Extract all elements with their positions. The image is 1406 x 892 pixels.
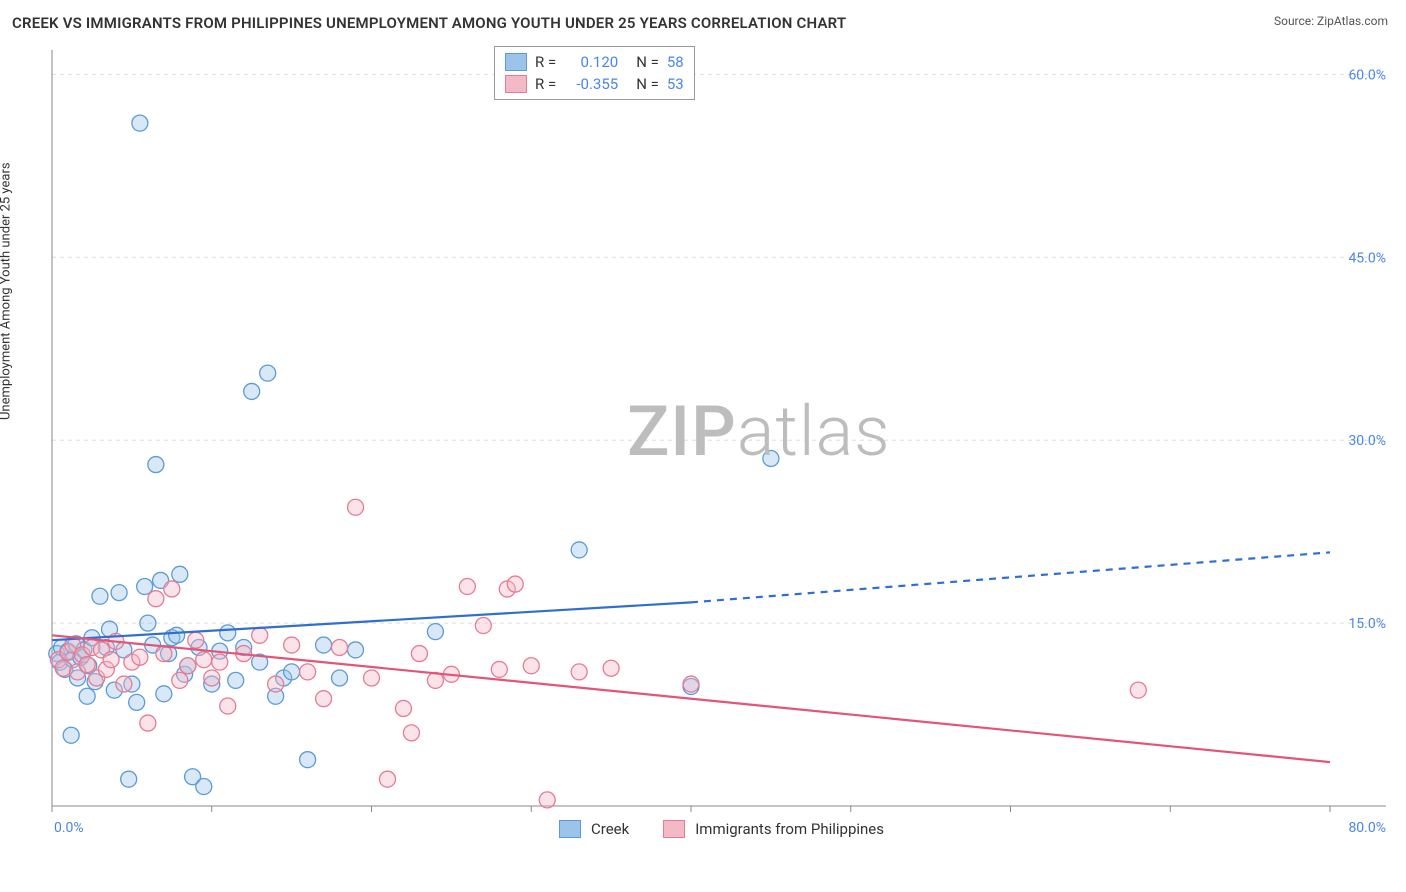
svg-text:0.0%: 0.0%: [54, 820, 84, 836]
legend-r-label: R =: [535, 75, 556, 93]
y-axis-label: Unemployment Among Youth under 25 years: [0, 162, 14, 420]
legend-r-value: -0.355: [564, 75, 618, 93]
legend-swatch: [559, 820, 581, 838]
legend-row: R = 0.120 N = 58: [505, 51, 684, 73]
svg-text:45.0%: 45.0%: [1348, 250, 1386, 266]
chart-canvas: 15.0% 30.0% 45.0% 60.0% 0.0% 80.0%: [44, 44, 1390, 844]
legend-n-label: N =: [636, 53, 659, 71]
source-label: Source: ZipAtlas.com: [1274, 14, 1388, 28]
series-legend: Creek Immigrants from Philippines: [559, 820, 908, 838]
legend-n-value: 53: [667, 75, 684, 93]
svg-text:80.0%: 80.0%: [1348, 820, 1386, 836]
legend-swatch: [505, 53, 527, 71]
svg-text:30.0%: 30.0%: [1348, 433, 1386, 449]
svg-text:15.0%: 15.0%: [1348, 616, 1386, 632]
correlation-legend: R = 0.120 N = 58 R = -0.355 N = 53: [494, 46, 695, 100]
legend-series-label: Creek: [591, 820, 629, 838]
legend-r-value: 0.120: [564, 53, 618, 71]
legend-swatch: [663, 820, 685, 838]
chart-title: CREEK VS IMMIGRANTS FROM PHILIPPINES UNE…: [12, 14, 846, 32]
legend-n-label: N =: [636, 75, 659, 93]
plot-area: 15.0%30.0%45.0%60.0%0.0%80.0% ZIPatlas R…: [44, 44, 1390, 844]
legend-row: R = -0.355 N = 53: [505, 73, 684, 95]
legend-swatch: [505, 75, 527, 93]
legend-n-value: 58: [667, 53, 684, 71]
svg-text:60.0%: 60.0%: [1348, 67, 1386, 83]
legend-series-label: Immigrants from Philippines: [695, 820, 884, 838]
legend-r-label: R =: [535, 53, 556, 71]
